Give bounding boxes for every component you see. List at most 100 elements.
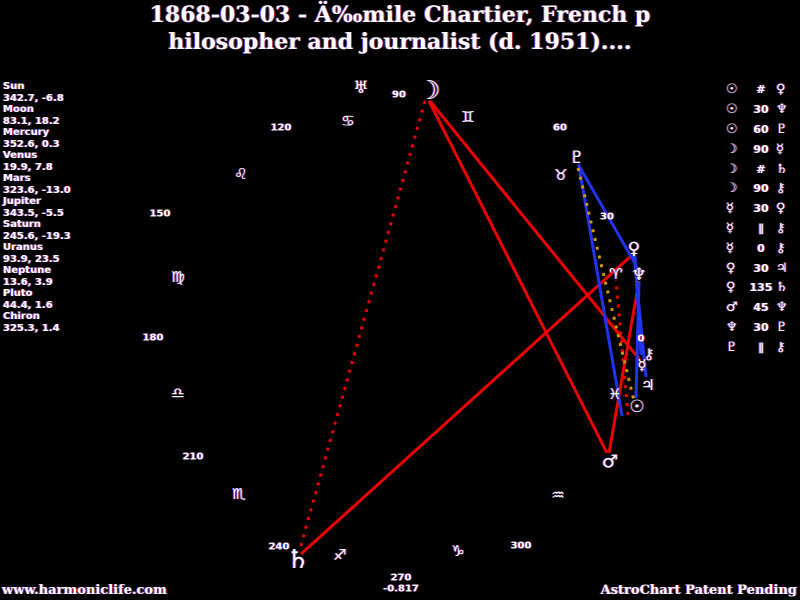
planet-name-moon: Moon [3,104,34,115]
aspect-row-12-type: 30 [753,320,769,334]
planet-name-jupiter: Jupiter [3,196,41,207]
aspect-row: ☽ 90 ☿ [726,139,796,159]
aspect-line-sun-sextile-pluto [576,167,636,402]
degree-label-90: 90 [392,89,406,101]
planet-name-venus: Venus [3,150,38,161]
aspect-row-1-planet1: ☉ [726,102,738,118]
planet-name-neptune: Neptune [3,265,52,276]
degree-label-30: 30 [600,211,614,223]
aspect-line-moon-square-mercury [428,100,642,361]
planet-moon-icon: ☽ [417,76,441,106]
degree-label-270: 270 [390,572,412,584]
aspect-row-10-planet2: ♄ [776,280,788,296]
planet-name-saturn: Saturn [3,219,41,230]
aspect-row-2-type: 60 [753,122,769,136]
aspect-row-3-planet2: ☿ [776,141,784,157]
planet-coords-pluto: 44.4, 1.6 [3,299,53,311]
aspect-row-6-planet2: ♀ [776,201,786,217]
aspect-row: ♂ 45 ♆ [726,298,796,318]
aspect-row: ♀ 135 ♄ [726,278,796,298]
planet-name-chiron: Chiron [3,311,40,322]
degree-label--0.817: -0.817 [383,583,419,595]
planet-position-list: Sun 342.7, -6.8 Moon 83.1, 18.2 Mercury 352.6… [3,81,71,334]
aspect-row-9-type: 30 [753,261,769,275]
aspect-row-5-planet1: ☽ [726,181,738,197]
aspect-line-neptune-semisext-sun [634,281,641,399]
aspect-row-7-type: ∥ [758,221,764,235]
website-url: www.harmoniclife.com [2,583,167,598]
aspect-row: ☽ 90 ⚷ [726,179,796,199]
planet-mercury-icon: ☿ [637,356,647,374]
degree-label-240: 240 [268,541,290,553]
degree-label-0: 0 [637,333,645,345]
brand-label: AstroChart Patent Pending [600,583,797,598]
planet-coords-moon: 83.1, 18.2 [3,115,60,127]
zodiac-capricorn-icon: ♑ [451,542,465,560]
aspect-row: ☿ 30 ♀ [726,199,796,219]
chart-title-line-1: 1868-03-03 - Ä‰mile Chartier, French p [149,2,651,28]
planet-name-uranus: Uranus [3,242,43,253]
aspect-row-10-type: 135 [749,281,773,295]
zodiac-taurus-icon: ♉ [554,166,568,184]
zodiac-gemini-icon: ♊ [461,108,475,126]
aspect-row-6-planet1: ☿ [726,201,734,217]
aspect-line-moon-square-chiron-mars [427,100,609,454]
aspect-list: ☉ # ♀ ☉ 30 ♆ ☉ 60 ♇ ☽ 90 ☿ ☽ # ♄ ☽ 90 ⚷ ☿ 30 ♀ ☿ ∥ ⚷ ☿ 0 ⚷ ♀ 30 ♃ ♀ 135… [726,80,796,357]
aspect-row: ☽ # ♄ [726,159,796,179]
aspect-row-4-planet2: ♄ [776,161,788,177]
aspect-row-2-planet2: ♇ [776,121,788,137]
aspect-line-mars-semisq-neptune [607,280,641,454]
zodiac-libra-icon: ♎ [171,384,185,402]
planet-coords-chiron: 325.3, 1.4 [3,322,60,334]
aspect-row-8-planet2: ⚷ [776,240,786,256]
aspect-line-venus-semisext-jupiter [632,254,648,378]
degree-label-60: 60 [553,122,567,134]
aspect-line-pluto-semisext-neptune [576,163,639,268]
aspect-row: ♇ ∥ ⚷ [726,337,796,357]
zodiac-virgo-icon: ♍ [171,268,185,286]
planet-coords-venus: 19.9, 7.8 [3,161,53,173]
aspect-row-7-planet2: ⚷ [776,220,786,236]
aspect-row-12-planet1: ♆ [726,319,738,335]
aspect-row-11-planet2: ♆ [776,300,788,316]
planet-coords-uranus: 93.9, 23.5 [3,253,60,265]
degree-label-150: 150 [149,208,171,220]
aspect-row-3-type: 90 [753,142,769,156]
aspect-row-4-type: # [756,162,766,176]
aspect-row-0-planet2: ♀ [776,82,786,98]
planet-coords-mars: 323.6, -13.0 [3,184,71,196]
aspect-row: ☉ 30 ♆ [726,100,796,120]
aspect-row-8-type: 0 [757,241,765,255]
aspect-line-moon-contrapar-saturn [298,100,427,550]
aspect-row-11-planet1: ♂ [726,300,738,316]
planet-jupiter-icon: ♃ [641,376,655,394]
chart-title-line-2: hilosopher and journalist (d. 1951).... [168,29,632,55]
planet-name-pluto: Pluto [3,288,33,299]
planet-uranus-icon: ♅ [353,78,369,98]
zodiac-pisces-icon: ♓ [608,385,622,403]
aspect-row-1-planet2: ♆ [776,102,788,118]
zodiac-cancer-icon: ♋ [341,112,355,130]
planet-pluto-icon: ♇ [569,148,585,168]
aspect-row-5-planet2: ⚷ [776,181,786,197]
aspect-row-6-type: 30 [753,202,769,216]
aspect-row-5-type: 90 [753,182,769,196]
aspect-row-2-planet1: ☉ [726,121,738,137]
aspect-row: ☉ # ♀ [726,80,796,100]
aspect-row-7-planet1: ☿ [726,220,734,236]
planet-chiron-icon: ⚷ [643,345,655,363]
planet-coords-neptune: 13.6, 3.9 [3,276,53,288]
planet-saturn-icon: ♄ [286,545,310,575]
degree-label-120: 120 [270,122,292,134]
aspect-row: ♆ 30 ♇ [726,318,796,338]
aspect-row-13-type: ∥ [758,340,764,354]
aspect-row-0-planet1: ☉ [726,82,738,98]
planet-sun-icon: ☉ [629,397,645,417]
aspect-line-venus-sesqui-saturn [299,254,633,556]
planet-coords-sun: 342.7, -6.8 [3,92,64,104]
planet-coords-saturn: 245.6, -19.3 [3,230,71,242]
aspect-line-pluto-par-chiron [577,165,624,417]
aspect-row-9-planet2: ♃ [776,260,788,276]
planet-mars-icon: ♂ [601,451,619,473]
aspect-row-11-type: 45 [753,301,769,315]
